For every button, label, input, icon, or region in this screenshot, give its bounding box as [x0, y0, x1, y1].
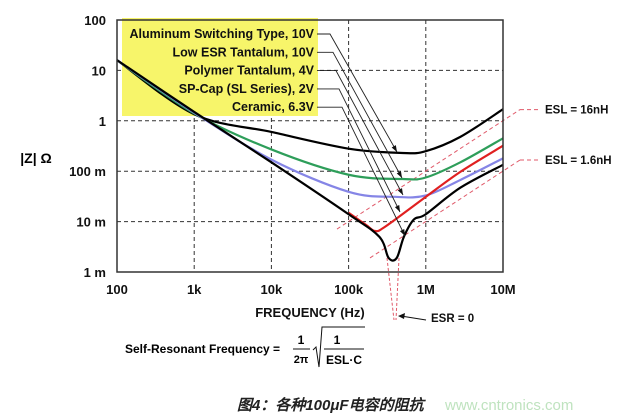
legend-leader-line: [317, 33, 398, 153]
x-axis-label: FREQUENCY (Hz): [255, 305, 365, 320]
formula-lhs: Self-Resonant Frequency =: [125, 342, 280, 356]
legend-entry: Aluminum Switching Type, 10V: [129, 27, 314, 41]
esl-label: ESL = 16nH: [545, 105, 608, 117]
legend-entry: SP-Cap (SL Series), 2V: [179, 82, 315, 96]
y-tick-label: 1 m: [84, 265, 106, 280]
arrow-head-icon: [394, 205, 400, 212]
self-resonant-formula: Self-Resonant Frequency = 1 2π 1 ESL·C: [125, 326, 365, 368]
x-tick-label: 100: [106, 282, 128, 297]
x-tick-label: 10M: [490, 282, 515, 297]
legend-leader-line: [317, 106, 406, 237]
y-tick-labels: 100 10 1 100 m 10 m 1 m: [69, 13, 106, 280]
esr-zero-arrow: [400, 315, 427, 321]
arrow-head-icon: [399, 229, 405, 236]
legend-leader-line: [317, 88, 401, 213]
y-tick-label: 1: [99, 114, 106, 129]
plot-frame: [116, 19, 504, 273]
sqrt-num: 1: [334, 333, 341, 347]
esl-lines: ESL = 16nH ESL = 1.6nH: [336, 105, 612, 259]
series-line: [116, 59, 504, 262]
y-tick-label: 100: [84, 13, 106, 28]
figure-caption: 图4：各种100μF电容的阻抗: [237, 396, 427, 414]
arrow-head-icon: [398, 313, 405, 319]
legend-box: [122, 18, 318, 116]
arrow-head-icon: [396, 171, 402, 178]
esl-label: ESL = 1.6nH: [545, 155, 612, 167]
legend-leader-line: [317, 51, 403, 179]
x-tick-label: 10k: [261, 282, 283, 297]
legend-entry: Polymer Tantalum, 4V: [184, 64, 314, 78]
esl-line: [369, 159, 521, 259]
x-tick-label: 1k: [187, 282, 202, 297]
esl-line: [336, 109, 521, 230]
legend: Aluminum Switching Type, 10V Low ESR Tant…: [129, 27, 406, 237]
legend-entry: Ceramic, 6.3V: [232, 100, 315, 114]
x-tick-labels: 100 1k 10k 100k 1M 10M: [106, 282, 516, 297]
legend-entry: Low ESR Tantalum, 10V: [173, 45, 315, 59]
legend-leader-line: [317, 70, 404, 196]
formula-num: 1: [298, 333, 305, 347]
esr-zero-line-left: [386, 257, 395, 321]
y-tick-label: 10: [92, 63, 106, 78]
sqrt-den: ESL·C: [326, 353, 362, 367]
formula-den: 2π: [294, 354, 309, 366]
x-tick-label: 1M: [417, 282, 435, 297]
x-tick-label: 100k: [334, 282, 364, 297]
arrow-head-icon: [391, 145, 397, 152]
esr-zero-line-right: [395, 257, 400, 321]
y-tick-label: 100 m: [69, 164, 106, 179]
arrow-head-icon: [397, 188, 403, 195]
y-tick-label: 10 m: [76, 215, 106, 230]
esr-zero-label: ESR = 0: [431, 313, 474, 325]
watermark: www.cntronics.com: [444, 397, 573, 414]
series-group: [116, 59, 504, 262]
y-axis-label: |Z| Ω: [20, 150, 52, 166]
sqrt-sign: [312, 326, 365, 368]
